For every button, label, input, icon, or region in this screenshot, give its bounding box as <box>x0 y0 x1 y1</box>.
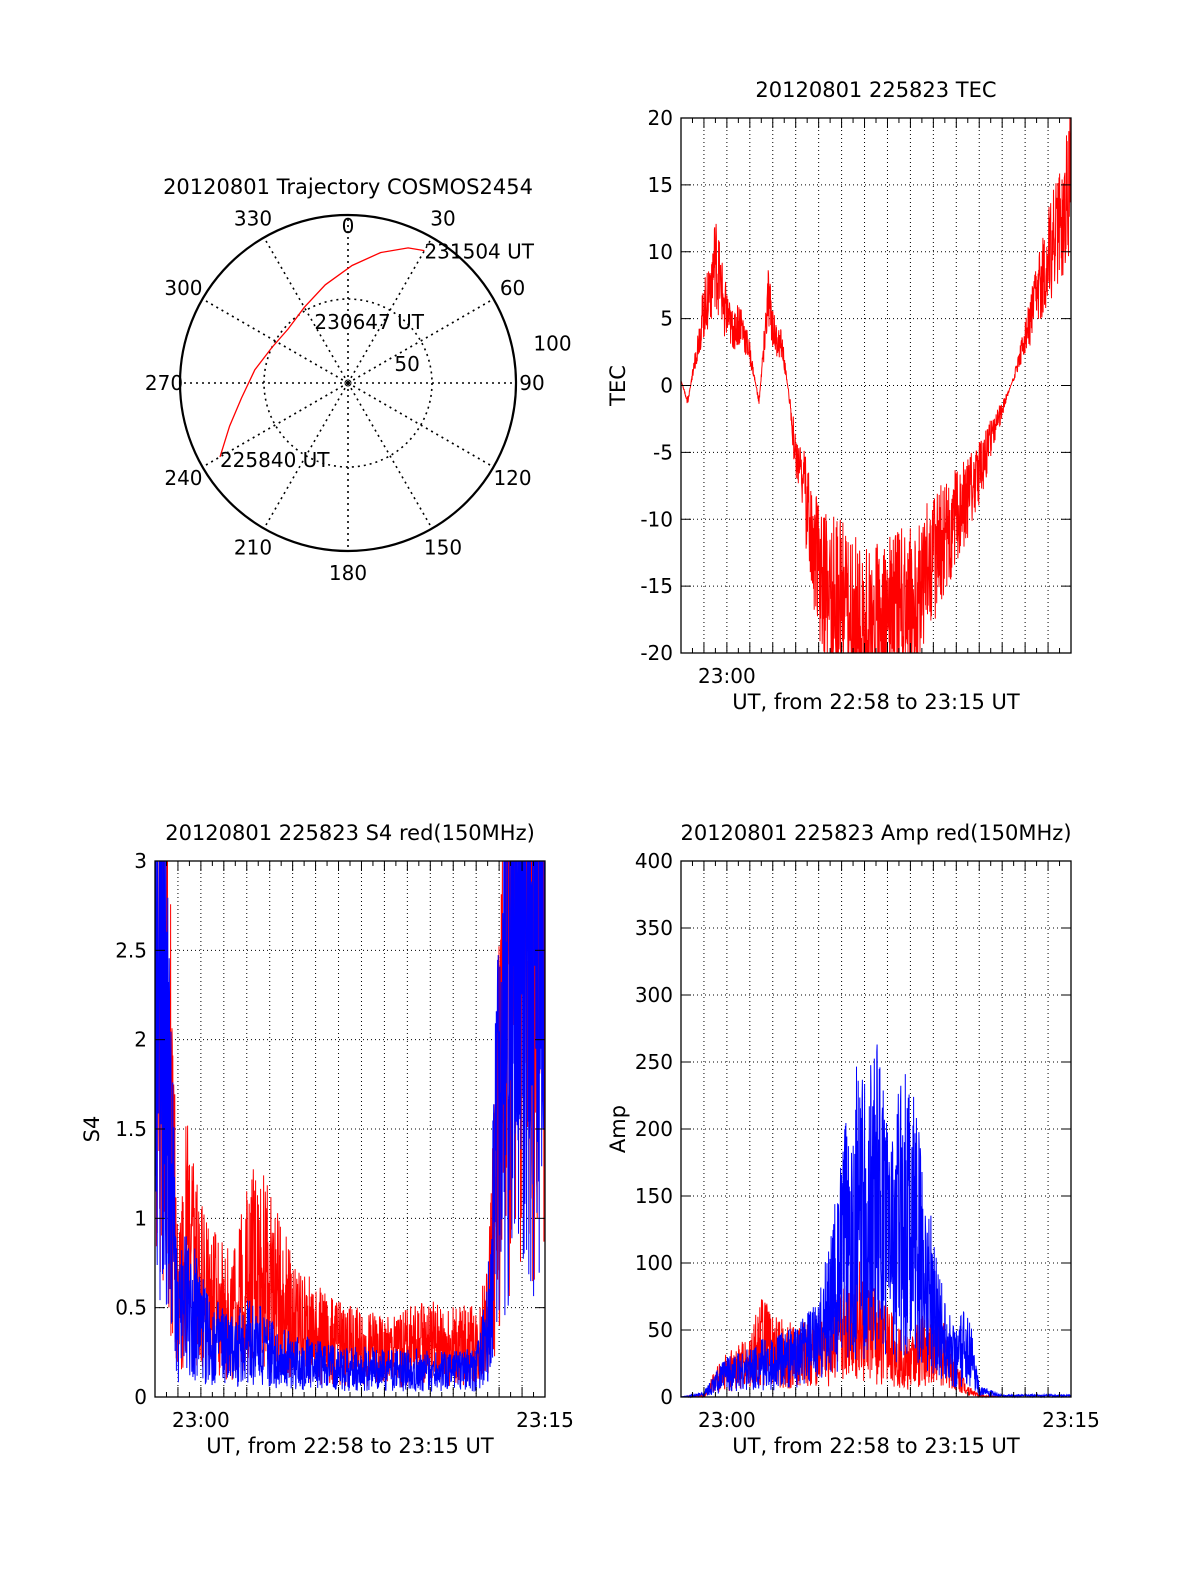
y-tick-label: 5 <box>660 307 673 331</box>
y-tick-label: 1.5 <box>115 1117 147 1141</box>
x-axis-label: UT, from 22:58 to 23:15 UT <box>206 1434 494 1458</box>
y-tick-label: 3 <box>134 849 147 873</box>
x-axis-label: UT, from 22:58 to 23:15 UT <box>732 690 1020 714</box>
polar-angle-label: 30 <box>430 206 455 230</box>
y-tick-label: 150 <box>635 1184 673 1208</box>
y-axis-label: S4 <box>80 1116 104 1143</box>
y-tick-label: 0 <box>134 1385 147 1409</box>
s4-chart-panel: 20120801 225823 S4 red(150MHz) 0 0.5 1 1.5 2 2… <box>80 821 574 1458</box>
y-tick-label: 0.5 <box>115 1296 147 1320</box>
amp-chart-panel: 20120801 225823 Amp red(150MHz) 0 50 100 150… <box>606 821 1100 1458</box>
y-tick-label: 15 <box>648 173 673 197</box>
chart-title: 20120801 225823 TEC <box>755 78 996 102</box>
polar-center-marker <box>344 379 352 387</box>
trajectory-time-annotation: 230647 UT <box>314 310 424 334</box>
polar-angle-label: 210 <box>234 536 272 560</box>
polar-angle-label: 240 <box>164 466 202 490</box>
polar-angle-label: 330 <box>234 206 272 230</box>
polar-radial-label: 50 <box>394 352 419 376</box>
y-tick-label: 20 <box>648 106 673 130</box>
y-tick-label: 100 <box>635 1251 673 1275</box>
polar-spoke-gridline <box>347 237 433 384</box>
y-tick-label: -10 <box>640 507 673 531</box>
polar-outer-circle <box>178 213 518 553</box>
y-tick-label: 250 <box>635 1050 673 1074</box>
y-tick-label: 1 <box>134 1206 147 1230</box>
y-tick-label: -20 <box>640 641 673 665</box>
chart-title: 20120801 225823 Amp red(150MHz) <box>680 821 1071 845</box>
polar-angle-label: 150 <box>424 536 462 560</box>
polar-angle-label: 120 <box>493 466 531 490</box>
tec-chart-panel: 20120801 225823 TEC -20 -15 -10 -5 0 5 10 15 20 23… <box>606 78 1072 714</box>
series-line <box>154 860 545 1388</box>
polar-spoke-gridline <box>347 298 494 384</box>
y-tick-label: 50 <box>648 1318 673 1342</box>
polar-spoke-gridline <box>202 382 349 468</box>
polar-angle-label: 0 <box>342 214 355 238</box>
trajectory-time-annotation: 225840 UT <box>220 448 330 472</box>
polar-angle-label: 300 <box>164 276 202 300</box>
trajectory-time-annotation: 231504 UT <box>424 240 534 264</box>
x-axis-label: UT, from 22:58 to 23:15 UT <box>732 1434 1020 1458</box>
y-axis-label: TEC <box>606 365 630 407</box>
y-tick-label: 0 <box>660 1385 673 1409</box>
series-line <box>681 1044 1072 1399</box>
y-tick-label: 300 <box>635 983 673 1007</box>
y-tick-label: -15 <box>640 574 673 598</box>
y-tick-label: 200 <box>635 1117 673 1141</box>
polar-angle-label: 180 <box>329 561 367 585</box>
polar-angle-label: 90 <box>519 371 544 395</box>
polar-angle-label: 60 <box>500 276 525 300</box>
polar-angle-label: 270 <box>145 371 183 395</box>
y-tick-label: 2 <box>134 1028 147 1052</box>
x-tick-label: 23:00 <box>698 664 756 688</box>
polar-trajectory-panel: 20120801 Trajectory COSMOS2454 0 30 60 90 12… <box>145 175 572 585</box>
x-tick-label: 23:15 <box>516 1408 574 1432</box>
chart-title: 20120801 225823 S4 red(150MHz) <box>165 821 535 845</box>
polar-spoke-gridline <box>263 382 349 529</box>
y-tick-label: -5 <box>653 440 673 464</box>
series-line <box>154 860 545 1392</box>
x-tick-label: 23:15 <box>1042 1408 1100 1432</box>
polar-spoke-gridline <box>263 237 349 384</box>
y-tick-label: 2.5 <box>115 938 147 962</box>
polar-grid <box>178 213 518 553</box>
polar-radial-label: 100 <box>533 331 571 355</box>
series-line <box>680 117 1072 654</box>
x-tick-label: 23:00 <box>172 1408 230 1432</box>
polar-labels: 0 30 60 90 120 150 180 210 240 270 300 330 50 100 2258… <box>145 206 572 585</box>
polar-spoke-gridline <box>347 382 433 529</box>
y-tick-label: 350 <box>635 916 673 940</box>
polar-marks <box>219 247 425 458</box>
y-tick-label: 10 <box>648 240 673 264</box>
x-tick-label: 23:00 <box>698 1408 756 1432</box>
polar-spoke-gridline <box>202 298 349 384</box>
y-tick-label: 400 <box>635 849 673 873</box>
y-tick-label: 0 <box>660 374 673 398</box>
trajectory-line <box>219 247 425 458</box>
polar-spoke-gridline <box>347 382 494 468</box>
polar-title: 20120801 Trajectory COSMOS2454 <box>163 175 533 199</box>
y-axis-label: Amp <box>606 1105 630 1153</box>
